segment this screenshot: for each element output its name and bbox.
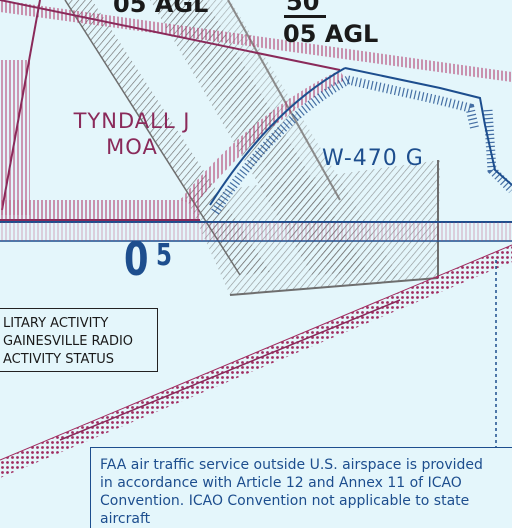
altitude-divider — [284, 15, 326, 18]
warning-area-boundary — [0, 67, 512, 242]
military-line3: ACTIVITY STATUS — [3, 352, 115, 367]
faa-line3: Convention. ICAO Convention not applicab… — [100, 493, 470, 509]
military-line1: LITARY ACTIVITY — [3, 316, 109, 331]
warning-area-label: W-470 G — [322, 146, 424, 171]
moa-label-line1: TYNDALL J — [73, 109, 191, 133]
moa-label: TYNDALL J MOA — [52, 108, 212, 160]
moa-label-line2: MOA — [106, 135, 158, 159]
isogonic-minutes: 5 — [156, 238, 172, 273]
faa-line1: FAA air traffic service outside U.S. air… — [100, 457, 483, 473]
faa-line4: aircraft — [100, 511, 151, 527]
military-activity-box: LITARY ACTIVITY GAINESVILLE RADIO ACTIVI… — [0, 308, 158, 372]
military-line2: GAINESVILLE RADIO — [3, 334, 134, 349]
agl-top-label: 05 AGL — [113, 0, 209, 18]
altitude-lower: 05 AGL — [283, 20, 379, 48]
moa-boundary — [0, 0, 512, 221]
faa-note-box: FAA air traffic service outside U.S. air… — [90, 447, 512, 528]
altitude-upper: 50 — [286, 0, 320, 16]
faa-line2: in accordance with Article 12 and Annex … — [100, 475, 462, 491]
dotted-boundary — [0, 244, 512, 478]
aeronautical-chart-map — [0, 0, 512, 478]
isogonic-label: 0 5 — [124, 232, 172, 286]
isogonic-degrees: 0 — [124, 232, 148, 286]
